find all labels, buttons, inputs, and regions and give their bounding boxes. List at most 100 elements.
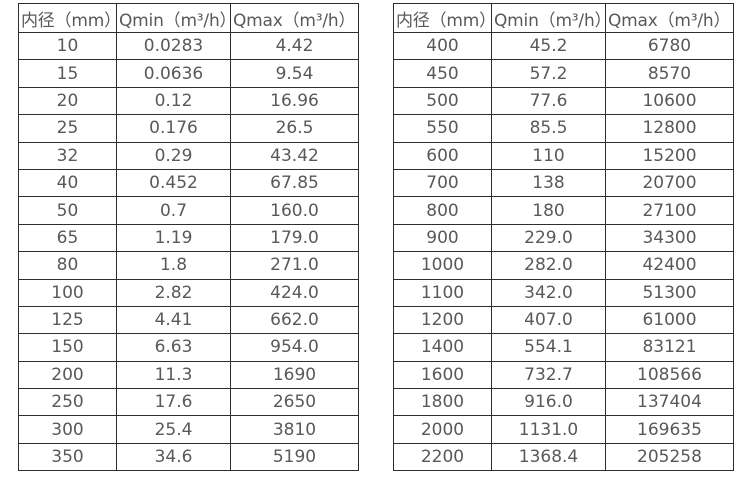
table-cell: 169635 <box>605 415 734 444</box>
table-row: 40 0.452 67.85 <box>18 168 359 198</box>
table-cell: 282.0 <box>491 251 606 280</box>
table-cell: 0.12 <box>116 86 231 116</box>
table-cell: 1.19 <box>116 223 231 253</box>
table-cell: 200 <box>18 360 117 390</box>
table-cell: 1200 <box>393 305 492 335</box>
table-cell: 2650 <box>230 388 359 417</box>
table-cell: 57.2 <box>491 59 606 88</box>
table-row: 1400 554.1 83121 <box>393 333 734 362</box>
table-cell: 0.0283 <box>116 31 231 61</box>
table-cell: 300 <box>18 415 117 444</box>
flow-table-large-diameters: 内径（mm） Qmin（m³/h） Qmax（m³/h） 400 45.2 6780 450… <box>393 3 734 472</box>
table-row: 200 11.3 1690 <box>18 360 359 390</box>
table-row: 80 1.8 271.0 <box>18 251 359 280</box>
table-row: 450 57.2 8570 <box>393 59 734 88</box>
table-cell: 26.5 <box>230 114 359 143</box>
table-cell: 11.3 <box>116 360 231 390</box>
table-cell: 77.6 <box>491 86 606 116</box>
table-row: 100 2.82 424.0 <box>18 278 359 307</box>
table-cell: 1690 <box>230 360 359 390</box>
table-row: 300 25.4 3810 <box>18 415 359 444</box>
table-row: 400 45.2 6780 <box>393 31 734 61</box>
table-row: 2200 1368.4 205258 <box>393 442 734 472</box>
table-cell: 125 <box>18 305 117 335</box>
table-cell: 160.0 <box>230 196 359 225</box>
table-cell: 0.7 <box>116 196 231 225</box>
table-row: 15 0.0636 9.54 <box>18 59 359 88</box>
table-row: 900 229.0 34300 <box>393 223 734 253</box>
table-cell: 51300 <box>605 278 734 307</box>
table-cell: 900 <box>393 223 492 253</box>
table-row: 150 6.63 954.0 <box>18 333 359 362</box>
table-cell: 45.2 <box>491 31 606 61</box>
table-cell: 1600 <box>393 360 492 390</box>
table-cell: 1800 <box>393 388 492 417</box>
table-cell: 0.176 <box>116 114 231 143</box>
table-cell: 400 <box>393 31 492 61</box>
table-cell: 0.452 <box>116 168 231 198</box>
table-row: 1600 732.7 108566 <box>393 360 734 390</box>
table-cell: 2200 <box>393 442 492 472</box>
table-cell: 6.63 <box>116 333 231 362</box>
table-cell: 662.0 <box>230 305 359 335</box>
table-cell: 8570 <box>605 59 734 88</box>
table-row: 600 110 15200 <box>393 141 734 170</box>
table-cell: 424.0 <box>230 278 359 307</box>
table-cell: 34.6 <box>116 442 231 472</box>
table-row: 1800 916.0 137404 <box>393 388 734 417</box>
table-cell: 800 <box>393 196 492 225</box>
table-cell: 5190 <box>230 442 359 472</box>
table-cell: 137404 <box>605 388 734 417</box>
header-row: 内径（mm） Qmin（m³/h） Qmax（m³/h） <box>18 3 359 33</box>
table-cell: 0.0636 <box>116 59 231 88</box>
table-cell: 27100 <box>605 196 734 225</box>
table-cell: 180 <box>491 196 606 225</box>
table-row: 1000 282.0 42400 <box>393 251 734 280</box>
table-cell: 450 <box>393 59 492 88</box>
table-row: 250 17.6 2650 <box>18 388 359 417</box>
table-cell: 1000 <box>393 251 492 280</box>
table-row: 500 77.6 10600 <box>393 86 734 116</box>
table-row: 1200 407.0 61000 <box>393 305 734 335</box>
table-cell: 250 <box>18 388 117 417</box>
table-cell: 554.1 <box>491 333 606 362</box>
column-header: 内径（mm） <box>18 3 117 33</box>
header-row: 内径（mm） Qmin（m³/h） Qmax（m³/h） <box>393 3 734 33</box>
table-cell: 34300 <box>605 223 734 253</box>
table-cell: 67.85 <box>230 168 359 198</box>
table-cell: 700 <box>393 168 492 198</box>
flow-rate-tables-container: 内径（mm） Qmin（m³/h） Qmax（m³/h） 10 0.0283 4.42 15… <box>18 3 734 472</box>
table-cell: 4.42 <box>230 31 359 61</box>
table-cell: 25 <box>18 114 117 143</box>
table-cell: 205258 <box>605 442 734 472</box>
table-row: 32 0.29 43.42 <box>18 141 359 170</box>
table-cell: 42400 <box>605 251 734 280</box>
table-cell: 20 <box>18 86 117 116</box>
table-cell: 342.0 <box>491 278 606 307</box>
table-cell: 32 <box>18 141 117 170</box>
table-cell: 12800 <box>605 114 734 143</box>
table-cell: 2000 <box>393 415 492 444</box>
table-row: 50 0.7 160.0 <box>18 196 359 225</box>
table-cell: 1131.0 <box>491 415 606 444</box>
table-row: 65 1.19 179.0 <box>18 223 359 253</box>
table-cell: 954.0 <box>230 333 359 362</box>
table-cell: 600 <box>393 141 492 170</box>
table-cell: 16.96 <box>230 86 359 116</box>
table-cell: 17.6 <box>116 388 231 417</box>
table-cell: 179.0 <box>230 223 359 253</box>
table-cell: 61000 <box>605 305 734 335</box>
table-cell: 10600 <box>605 86 734 116</box>
table-cell: 271.0 <box>230 251 359 280</box>
table-cell: 15200 <box>605 141 734 170</box>
table-row: 20 0.12 16.96 <box>18 86 359 116</box>
table-cell: 108566 <box>605 360 734 390</box>
table-row: 350 34.6 5190 <box>18 442 359 472</box>
flow-table-small-diameters: 内径（mm） Qmin（m³/h） Qmax（m³/h） 10 0.0283 4.42 15… <box>18 3 359 472</box>
table-cell: 1368.4 <box>491 442 606 472</box>
table-cell: 85.5 <box>491 114 606 143</box>
table-row: 700 138 20700 <box>393 168 734 198</box>
table-cell: 50 <box>18 196 117 225</box>
table-cell: 150 <box>18 333 117 362</box>
table-cell: 407.0 <box>491 305 606 335</box>
